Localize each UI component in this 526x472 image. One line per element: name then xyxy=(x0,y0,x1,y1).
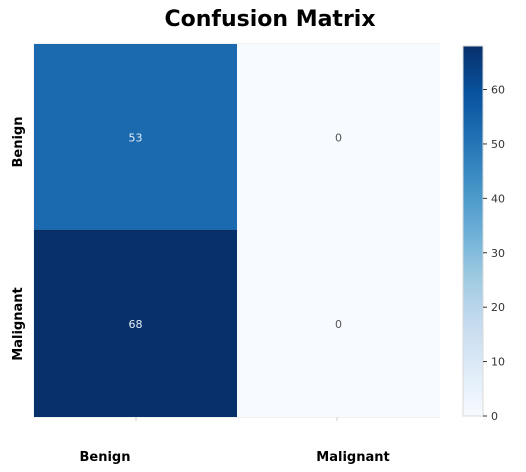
colorbar-tick-label-60: 60 xyxy=(491,84,505,97)
chart-title: Confusion Matrix xyxy=(164,7,375,32)
colorbar-tick-label-30: 30 xyxy=(491,247,505,260)
heatmap-cell-r0-c0 xyxy=(34,44,237,231)
heatmap-cell-labels: 53 0 68 0 xyxy=(129,131,343,331)
cell-value-r0-c1: 0 xyxy=(335,131,342,144)
cell-value-r0-c0: 53 xyxy=(129,131,143,144)
colorbar-tick-label-40: 40 xyxy=(491,192,505,205)
colorbar-tick-label-0: 0 xyxy=(491,410,498,423)
heatmap-cell-r0-c1 xyxy=(237,44,440,231)
heatmap-cells xyxy=(34,44,440,417)
colorbar xyxy=(462,45,484,417)
cell-value-r1-c0: 68 xyxy=(129,318,143,331)
heatmap-cell-r1-c1 xyxy=(237,230,440,417)
heatmap-cell-r1-c0 xyxy=(34,230,237,417)
colorbar-ticks: 0 10 20 30 40 50 60 xyxy=(483,84,505,423)
colorbar-tick-label-50: 50 xyxy=(491,138,505,151)
row-label-benign: Benign xyxy=(11,117,26,168)
colorbar-tick-label-20: 20 xyxy=(491,301,505,314)
row-label-malignant: Malignant xyxy=(11,287,26,360)
col-label-malignant: Malignant xyxy=(316,450,389,465)
col-label-benign: Benign xyxy=(80,450,131,465)
colorbar-tick-label-10: 10 xyxy=(491,356,505,369)
cell-value-r1-c1: 0 xyxy=(335,318,342,331)
